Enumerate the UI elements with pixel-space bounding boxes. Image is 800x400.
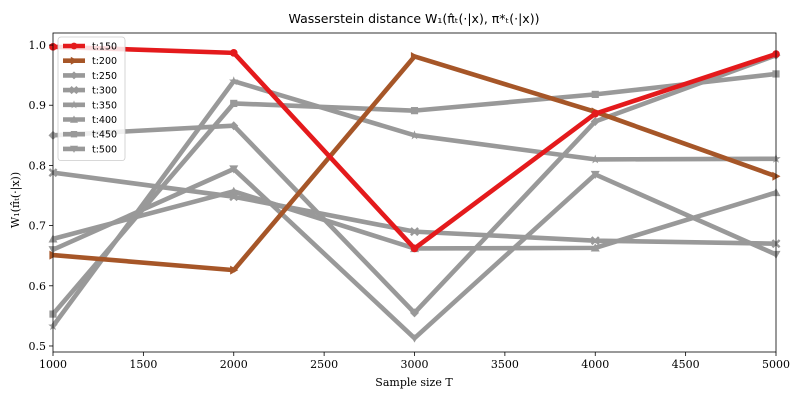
legend-marker [70, 71, 78, 80]
data-point [229, 192, 239, 202]
legend-marker [70, 115, 78, 123]
data-point [229, 121, 239, 131]
data-point [590, 154, 600, 164]
data-point [409, 130, 420, 140]
data-point [410, 51, 419, 61]
y-tick-label: 0.7 [29, 220, 47, 233]
data-point [230, 99, 238, 108]
data-point [229, 165, 239, 174]
x-tick-label: 5000 [762, 358, 790, 371]
x-tick-label: 3000 [401, 358, 429, 371]
legend-marker [70, 131, 78, 138]
y-tick-label: 0.8 [29, 159, 47, 172]
data-point [772, 171, 781, 181]
data-point [410, 244, 419, 253]
legend-marker [70, 145, 78, 153]
data-point [590, 170, 600, 179]
legend-marker [70, 42, 78, 50]
legend-item-t-400: t:400 [63, 115, 117, 126]
data-point [410, 227, 419, 237]
x-axis-label: Sample size T [375, 376, 453, 389]
legend-item-t-500: t:500 [63, 144, 117, 155]
legend: t:150 t:200 t:250 t:300 t:350 t:400 t:450 t:500 [57, 36, 126, 161]
legend-item-t-300: t:300 [63, 86, 117, 97]
series-t-250 [48, 50, 781, 318]
series-t-450 [49, 70, 780, 318]
y-tick-label: 0.9 [29, 99, 47, 112]
legend-label: t:400 [92, 115, 117, 126]
data-point [229, 76, 239, 86]
y-tick-label: 0.6 [29, 280, 47, 293]
series-line [52, 44, 777, 251]
x-tick-label: 4000 [581, 358, 609, 371]
legend-item-t-150: t:150 [63, 42, 117, 53]
series-t-150 [49, 43, 780, 253]
x-tick-label: 1000 [39, 358, 67, 371]
y-axis-label: W₁(π̂ₜ(·|x)) [9, 172, 23, 228]
data-point [230, 265, 239, 275]
legend-marker [70, 56, 78, 65]
x-tick-label: 2000 [220, 358, 248, 371]
legend-item-t-350: t:350 [63, 100, 117, 111]
legend-item-t-450: t:450 [63, 130, 117, 141]
plot-frame [52, 32, 777, 353]
x-tick-label: 1500 [129, 358, 157, 371]
data-point [590, 116, 600, 126]
data-point [410, 308, 419, 318]
data-point [49, 250, 58, 260]
x-tick-label: 4500 [672, 358, 700, 371]
data-point [410, 107, 419, 115]
legend-label: t:300 [92, 86, 117, 97]
data-point [591, 109, 600, 118]
legend-box [57, 36, 126, 161]
legend-marker [69, 100, 79, 109]
legend-label: t:150 [92, 42, 117, 53]
legend-label: t:350 [92, 100, 117, 111]
data-point [590, 243, 600, 252]
data-point [410, 334, 419, 343]
chart-title: Wasserstein distance W₁(π̂ₜ(·|x), π*ₜ(·|… [289, 11, 540, 26]
data-point [591, 90, 599, 98]
x-tick-label: 3500 [491, 358, 519, 371]
data-point [229, 49, 238, 57]
legend-item-t-200: t:200 [63, 56, 117, 67]
legend-marker [69, 86, 79, 95]
x-tick-label: 2500 [310, 358, 338, 371]
legend-label: t:500 [92, 144, 117, 155]
series-t-300 [48, 168, 781, 249]
data-point [590, 236, 600, 246]
y-tick-label: 0.5 [29, 340, 47, 353]
legend-label: t:250 [92, 71, 117, 82]
legend-label: t:200 [92, 56, 117, 67]
legend-item-t-250: t:250 [63, 71, 117, 82]
y-tick-label: 1.0 [29, 39, 47, 52]
legend-label: t:450 [92, 130, 117, 141]
axes: 1000 1500 2000 2500 3000 3500 4000 4500 5000 0.5 0… [29, 39, 791, 371]
series-line [52, 53, 777, 316]
plot-area [48, 43, 781, 343]
